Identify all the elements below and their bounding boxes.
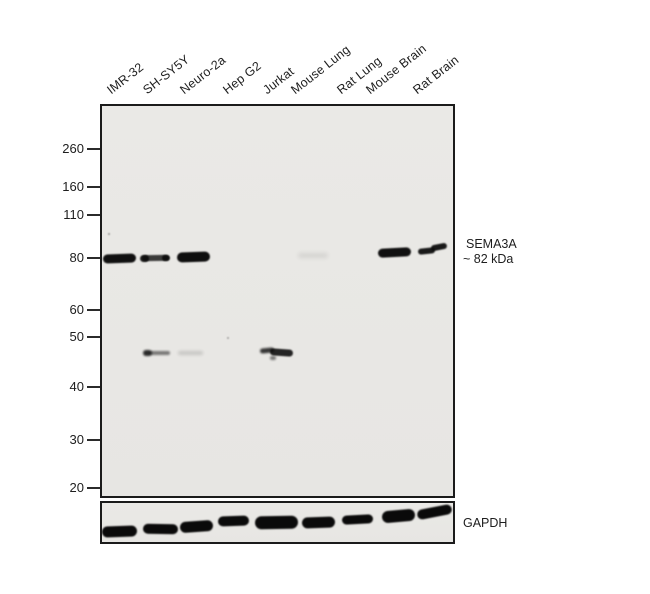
mw-tick-80 (87, 257, 100, 259)
gapdh-band-rat-brain (415, 503, 453, 521)
mw-label-40: 40 (69, 379, 84, 394)
wb-band-rat-brain (430, 242, 448, 252)
wb-band-imr-32 (102, 252, 137, 264)
gapdh-band-jurkat (254, 515, 298, 530)
wb-band-neuro-2a (176, 251, 210, 263)
wb-band-sh-sy5y (142, 350, 152, 356)
mw-tick-50 (87, 336, 100, 338)
wb-band-jurkat (270, 356, 276, 360)
mw-label-30: 30 (69, 432, 84, 447)
mw-tick-30 (87, 439, 100, 441)
gapdh-band-imr-32 (101, 524, 138, 538)
wb-band-mouse-brain (377, 247, 411, 258)
lane-label-imr-32: IMR-32 (104, 59, 147, 97)
gapdh-band-mouse-brain (381, 508, 416, 523)
gapdh-band-sh-sy5y (142, 523, 178, 534)
gapdh-band-neuro-2a (179, 519, 214, 533)
mw-label-80: 80 (69, 250, 84, 265)
wb-band-imr-32 (107, 232, 111, 236)
mw-tick-260 (87, 148, 100, 150)
wb-band-mouse-lung (298, 252, 328, 258)
wb-band-sh-sy5y (150, 351, 170, 355)
gapdh-band-mouse-lung (301, 516, 336, 529)
lane-label-jurkat: Jurkat (260, 64, 297, 97)
mw-tick-160 (87, 186, 100, 188)
wb-band-sh-sy5y (162, 255, 170, 261)
loading-control-label: GAPDH (463, 516, 508, 530)
mw-label-260: 260 (62, 141, 84, 156)
mw-tick-40 (87, 386, 100, 388)
mw-label-20: 20 (69, 480, 84, 495)
mw-label-160: 160 (62, 179, 84, 194)
wb-band-neuro-2a (177, 351, 203, 355)
mw-label-50: 50 (69, 329, 84, 344)
target-protein-name: SEMA3A (466, 237, 517, 251)
mw-label-110: 110 (63, 207, 84, 222)
wb-band-sh-sy5y (140, 254, 149, 262)
wb-band-jurkat (269, 347, 293, 357)
wb-band-hep-g2 (227, 337, 229, 339)
main-blot-panel (100, 104, 455, 498)
mw-tick-20 (87, 487, 100, 489)
gapdh-band-rat-lung (341, 513, 374, 525)
gapdh-band-hep-g2 (217, 515, 249, 527)
mw-tick-110 (87, 214, 100, 216)
mw-label-60: 60 (69, 302, 84, 317)
target-protein-annotation: SEMA3A ~ 82 kDa (463, 237, 517, 267)
mw-tick-60 (87, 309, 100, 311)
target-protein-mw: ~ 82 kDa (463, 252, 514, 266)
loading-control-panel (100, 501, 455, 544)
